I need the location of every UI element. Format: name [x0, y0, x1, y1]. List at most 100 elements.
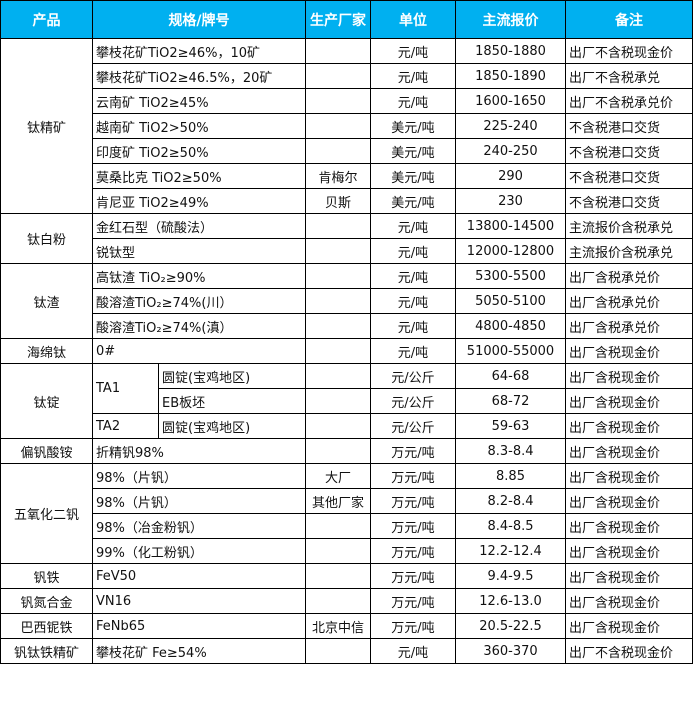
spec-cell: 云南矿 TiO2≥45% — [92, 88, 306, 114]
product-cell: 钒钛铁精矿 — [0, 638, 93, 664]
unit-cell: 万元/吨 — [370, 463, 456, 489]
header-row: 产品 规格/牌号 生产厂家 单位 主流报价 备注 — [0, 0, 693, 39]
spec-cell: FeNb65 — [92, 613, 306, 639]
product-cell: 海绵钛 — [0, 338, 93, 364]
grade-cell: TA2 — [92, 413, 159, 439]
table-row: 莫桑比克 TiO2≥50% 肯梅尔 美元/吨 290 不含税港口交货 — [1, 163, 693, 189]
note-cell: 主流报价含税承兑 — [565, 238, 693, 264]
table-row: 攀枝花矿TiO2≥46.5%，20矿 元/吨 1850-1890 出厂不含税承兑 — [1, 63, 693, 89]
unit-cell: 元/公斤 — [370, 388, 456, 414]
table-row: 偏钒酸铵 折精钒98% 万元/吨 8.3-8.4 出厂含税现金价 — [0, 438, 693, 464]
note-cell: 不含税港口交货 — [565, 138, 693, 164]
product-cell: 巴西铌铁 — [0, 613, 93, 639]
maker-cell: 北京中信 — [305, 613, 371, 639]
table-row: 钛锭 TA1 圆锭(宝鸡地区) 元/公斤 64-68 出厂含税现金价 — [0, 363, 693, 439]
table-row: 云南矿 TiO2≥45% 元/吨 1600-1650 出厂不含税承兑价 — [1, 88, 693, 114]
unit-cell: 万元/吨 — [370, 538, 456, 564]
spec-cell: FeV50 — [92, 563, 306, 589]
spec-cell: EB板坯 — [158, 388, 306, 414]
maker-cell: 其他厂家 — [305, 488, 371, 514]
unit-cell: 万元/吨 — [370, 488, 456, 514]
price-cell: 5050-5100 — [455, 288, 566, 314]
spec-cell: 0# — [92, 338, 306, 364]
note-cell: 出厂含税现金价 — [565, 538, 693, 564]
maker-cell — [305, 213, 371, 239]
maker-cell — [305, 338, 371, 364]
table-row: 钒铁 FeV50 万元/吨 9.4-9.5 出厂含税现金价 — [0, 563, 693, 589]
price-cell: 1850-1880 — [455, 38, 566, 64]
spec-cell: 高钛渣 TiO₂≥90% — [92, 263, 306, 289]
spec-cell: 圆锭(宝鸡地区) — [158, 413, 306, 439]
price-cell: 8.85 — [455, 463, 566, 489]
price-table: 产品 规格/牌号 生产厂家 单位 主流报价 备注 钛精矿 攀枝花矿TiO2≥46%… — [0, 0, 693, 664]
unit-cell: 元/吨 — [370, 213, 456, 239]
maker-cell — [305, 63, 371, 89]
grade-cell: TA1 — [92, 363, 159, 414]
table-row: 锐钛型 元/吨 12000-12800 主流报价含税承兑 — [1, 238, 693, 264]
price-cell: 12.6-13.0 — [455, 588, 566, 614]
note-cell: 出厂含税承兑价 — [565, 313, 693, 339]
maker-cell — [305, 88, 371, 114]
unit-cell: 美元/吨 — [370, 188, 456, 214]
header-price: 主流报价 — [455, 0, 566, 39]
unit-cell: 万元/吨 — [370, 513, 456, 539]
table-row: 酸溶渣TiO₂≥74%(川） 元/吨 5050-5100 出厂含税承兑价 — [1, 288, 693, 314]
price-cell: 1850-1890 — [455, 63, 566, 89]
unit-cell: 美元/吨 — [370, 113, 456, 139]
table-row: TA2 圆锭(宝鸡地区) 元/公斤 59-63 出厂含税现金价 — [1, 413, 693, 439]
spec-cell: 肯尼亚 TiO2≥49% — [92, 188, 306, 214]
price-cell: 8.2-8.4 — [455, 488, 566, 514]
price-cell: 4800-4850 — [455, 313, 566, 339]
table-row: 越南矿 TiO2>50% 美元/吨 225-240 不含税港口交货 — [1, 113, 693, 139]
note-cell: 出厂不含税现金价 — [565, 38, 693, 64]
note-cell: 出厂不含税承兑价 — [565, 88, 693, 114]
price-cell: 51000-55000 — [455, 338, 566, 364]
note-cell: 出厂含税现金价 — [565, 463, 693, 489]
price-cell: 68-72 — [455, 388, 566, 414]
maker-cell — [305, 638, 371, 664]
spec-cell: 酸溶渣TiO₂≥74%(川） — [92, 288, 306, 314]
spec-cell: 印度矿 TiO2≥50% — [92, 138, 306, 164]
maker-cell — [305, 363, 371, 389]
note-cell: 出厂含税现金价 — [565, 513, 693, 539]
unit-cell: 元/吨 — [370, 288, 456, 314]
table-row: 肯尼亚 TiO2≥49% 贝斯 美元/吨 230 不含税港口交货 — [1, 188, 693, 214]
unit-cell: 元/吨 — [370, 38, 456, 64]
note-cell: 出厂含税现金价 — [565, 388, 693, 414]
table-row: 钒氮合金 VN16 万元/吨 12.6-13.0 出厂含税现金价 — [0, 588, 693, 614]
product-cell: 钛渣 — [0, 263, 93, 339]
unit-cell: 美元/吨 — [370, 163, 456, 189]
note-cell: 出厂含税承兑价 — [565, 288, 693, 314]
price-cell: 5300-5500 — [455, 263, 566, 289]
price-cell: 12000-12800 — [455, 238, 566, 264]
price-cell: 8.3-8.4 — [455, 438, 566, 464]
unit-cell: 元/吨 — [370, 63, 456, 89]
spec-cell: 锐钛型 — [92, 238, 306, 264]
unit-cell: 万元/吨 — [370, 438, 456, 464]
price-cell: 12.2-12.4 — [455, 538, 566, 564]
unit-cell: 元/吨 — [370, 238, 456, 264]
note-cell: 出厂含税承兑价 — [565, 263, 693, 289]
unit-cell: 万元/吨 — [370, 563, 456, 589]
price-cell: 59-63 — [455, 413, 566, 439]
maker-cell — [305, 113, 371, 139]
unit-cell: 元/吨 — [370, 263, 456, 289]
maker-cell — [305, 538, 371, 564]
spec-cell: 98%（片钒） — [92, 463, 306, 489]
unit-cell: 元/吨 — [370, 638, 456, 664]
product-cell: 偏钒酸铵 — [0, 438, 93, 464]
note-cell: 出厂含税现金价 — [565, 338, 693, 364]
maker-cell — [305, 138, 371, 164]
maker-cell: 贝斯 — [305, 188, 371, 214]
table-row: 钒钛铁精矿 攀枝花矿 Fe≥54% 元/吨 360-370 出厂不含税现金价 — [0, 638, 693, 664]
product-cell: 钛锭 — [0, 363, 93, 439]
price-cell: 20.5-22.5 — [455, 613, 566, 639]
price-cell: 230 — [455, 188, 566, 214]
spec-cell: VN16 — [92, 588, 306, 614]
spec-cell: 攀枝花矿 Fe≥54% — [92, 638, 306, 664]
table-row: 98%（冶金粉钒） 万元/吨 8.4-8.5 出厂含税现金价 — [1, 513, 693, 539]
spec-cell: 折精钒98% — [92, 438, 306, 464]
maker-cell: 大厂 — [305, 463, 371, 489]
spec-cell: 98%（冶金粉钒） — [92, 513, 306, 539]
note-cell: 不含税港口交货 — [565, 113, 693, 139]
